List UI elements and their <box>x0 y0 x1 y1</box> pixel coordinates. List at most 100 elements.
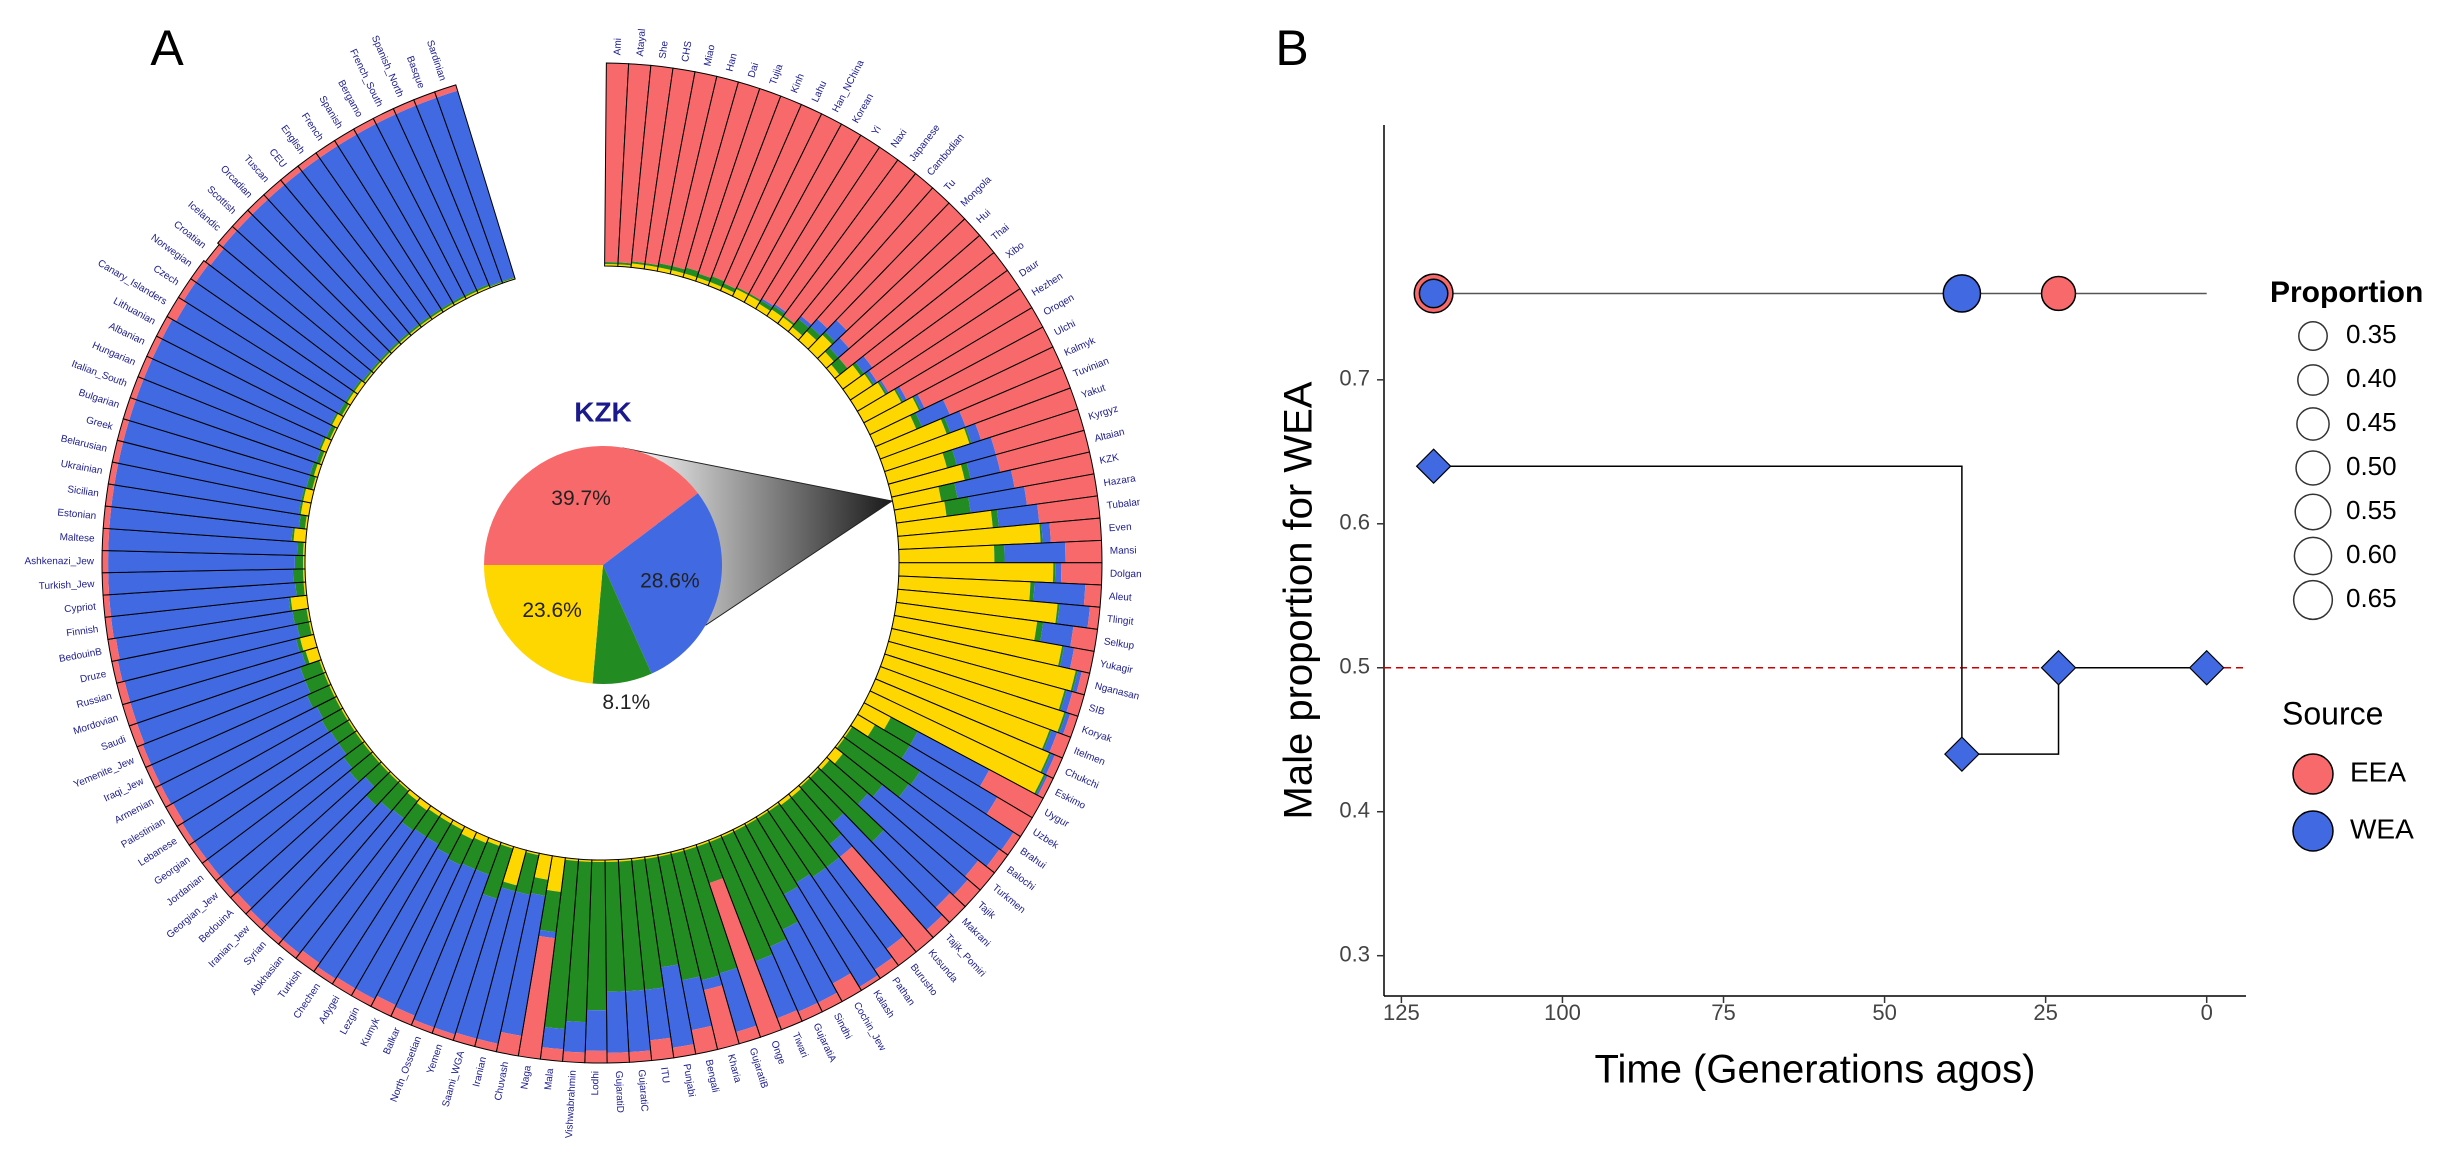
bar-segment <box>703 985 740 1050</box>
bar-segment <box>135 378 321 463</box>
bar-segment <box>475 841 500 875</box>
bar-segment <box>606 1052 630 1063</box>
bar-segment <box>1024 473 1098 506</box>
bar-segment <box>898 783 1000 867</box>
bar-segment <box>247 194 268 215</box>
bar-segment <box>530 877 549 896</box>
bar-segment <box>462 837 487 870</box>
bar-segment <box>414 809 440 838</box>
bar-segment <box>124 638 300 703</box>
bar-segment <box>108 528 298 556</box>
bar-segment <box>898 562 1054 583</box>
population-label: Finnish <box>66 624 99 639</box>
bar-segment <box>649 1037 674 1061</box>
bar-segment <box>1052 562 1056 583</box>
bar-segment <box>684 267 699 278</box>
bar-segment <box>1036 774 1048 796</box>
bar-segment <box>749 124 861 301</box>
bar-segment <box>284 170 419 333</box>
bar-segment <box>1055 603 1060 624</box>
bar-segment <box>312 476 318 491</box>
x-axis-title: Time (Generations agos) <box>1595 1048 2036 1092</box>
bar-segment <box>857 793 968 896</box>
bar-segment <box>645 68 696 266</box>
bar-segment <box>938 482 958 502</box>
bar-segment <box>230 892 252 914</box>
bar-segment <box>317 828 427 979</box>
bar-segment <box>426 816 452 845</box>
population-label: Croatian <box>171 219 207 251</box>
bar-segment <box>771 305 785 318</box>
bar-segment <box>1083 584 1102 608</box>
bar-segment <box>875 666 1050 750</box>
bar-segment <box>879 380 889 394</box>
population-label: Scottish <box>205 184 238 217</box>
bar-segment <box>364 763 389 788</box>
bar-segment <box>301 487 307 502</box>
bar-segment <box>672 1044 696 1058</box>
bar-segment <box>398 332 410 343</box>
bar-segment <box>395 105 489 290</box>
bar-segment <box>109 506 293 542</box>
bar-segment <box>210 248 371 381</box>
population-label: Yi <box>870 124 884 137</box>
bar-segment <box>824 347 839 362</box>
bar-segment <box>326 425 336 440</box>
x-tick-label: 0 <box>2201 1000 2213 1025</box>
bar-segment <box>1049 732 1071 759</box>
bar-segment <box>944 496 971 517</box>
bar-segment <box>160 706 324 805</box>
bar-segment <box>379 761 391 773</box>
bar-segment <box>792 319 810 336</box>
population-label: Uzbek <box>1030 827 1061 852</box>
bar-segment <box>518 935 556 1060</box>
bar-segment <box>502 846 527 886</box>
bar-segment <box>834 364 861 390</box>
bar-segment <box>315 140 338 158</box>
bar-segment <box>644 264 659 272</box>
population-label: Hui <box>975 208 994 226</box>
bar-segment <box>788 785 802 798</box>
bar-segment <box>733 825 799 930</box>
size-legend-label: 0.65 <box>2346 583 2397 613</box>
bar-segment <box>810 318 828 337</box>
bar-segment <box>912 396 922 411</box>
bar-segment <box>190 260 209 283</box>
bar-segment <box>869 270 1021 383</box>
bar-segment <box>631 858 664 990</box>
y-tick-label: 0.5 <box>1339 654 1370 679</box>
bar-segment <box>658 263 673 270</box>
population-label: Aleut <box>1109 591 1133 603</box>
population-label: Dai <box>746 62 761 80</box>
bar-segment <box>898 545 995 563</box>
bar-segment <box>250 795 377 925</box>
population-label: Miao <box>702 43 717 67</box>
bar-segment <box>337 134 453 309</box>
bar-segment <box>942 449 957 469</box>
bar-segment <box>683 273 697 282</box>
bar-segment <box>413 869 490 1028</box>
bar-segment <box>617 262 632 266</box>
population-label: Kalmyk <box>1063 335 1098 359</box>
bar-segment <box>263 179 285 200</box>
bar-segment <box>658 853 701 981</box>
population-label: Ukrainian <box>60 459 104 477</box>
bar-segment <box>114 463 302 515</box>
bar-segment <box>852 362 865 377</box>
bar-segment <box>336 837 439 989</box>
bar-segment <box>1045 754 1063 779</box>
population-label: Lezgin <box>338 1006 362 1037</box>
bar-segment <box>822 331 836 345</box>
bar-segment <box>888 628 1076 692</box>
bar-segment <box>671 850 720 981</box>
size-legend-key <box>2297 364 2329 396</box>
bar-segment <box>365 772 399 806</box>
bar-segment <box>331 413 344 429</box>
bar-segment <box>1054 562 1062 584</box>
population-label: Iraqi_Jew <box>102 776 146 805</box>
bar-segment <box>893 388 904 403</box>
bar-segment <box>476 284 490 292</box>
bar-segment <box>430 310 444 320</box>
bar-segment <box>806 326 821 341</box>
bar-segment <box>800 173 933 325</box>
